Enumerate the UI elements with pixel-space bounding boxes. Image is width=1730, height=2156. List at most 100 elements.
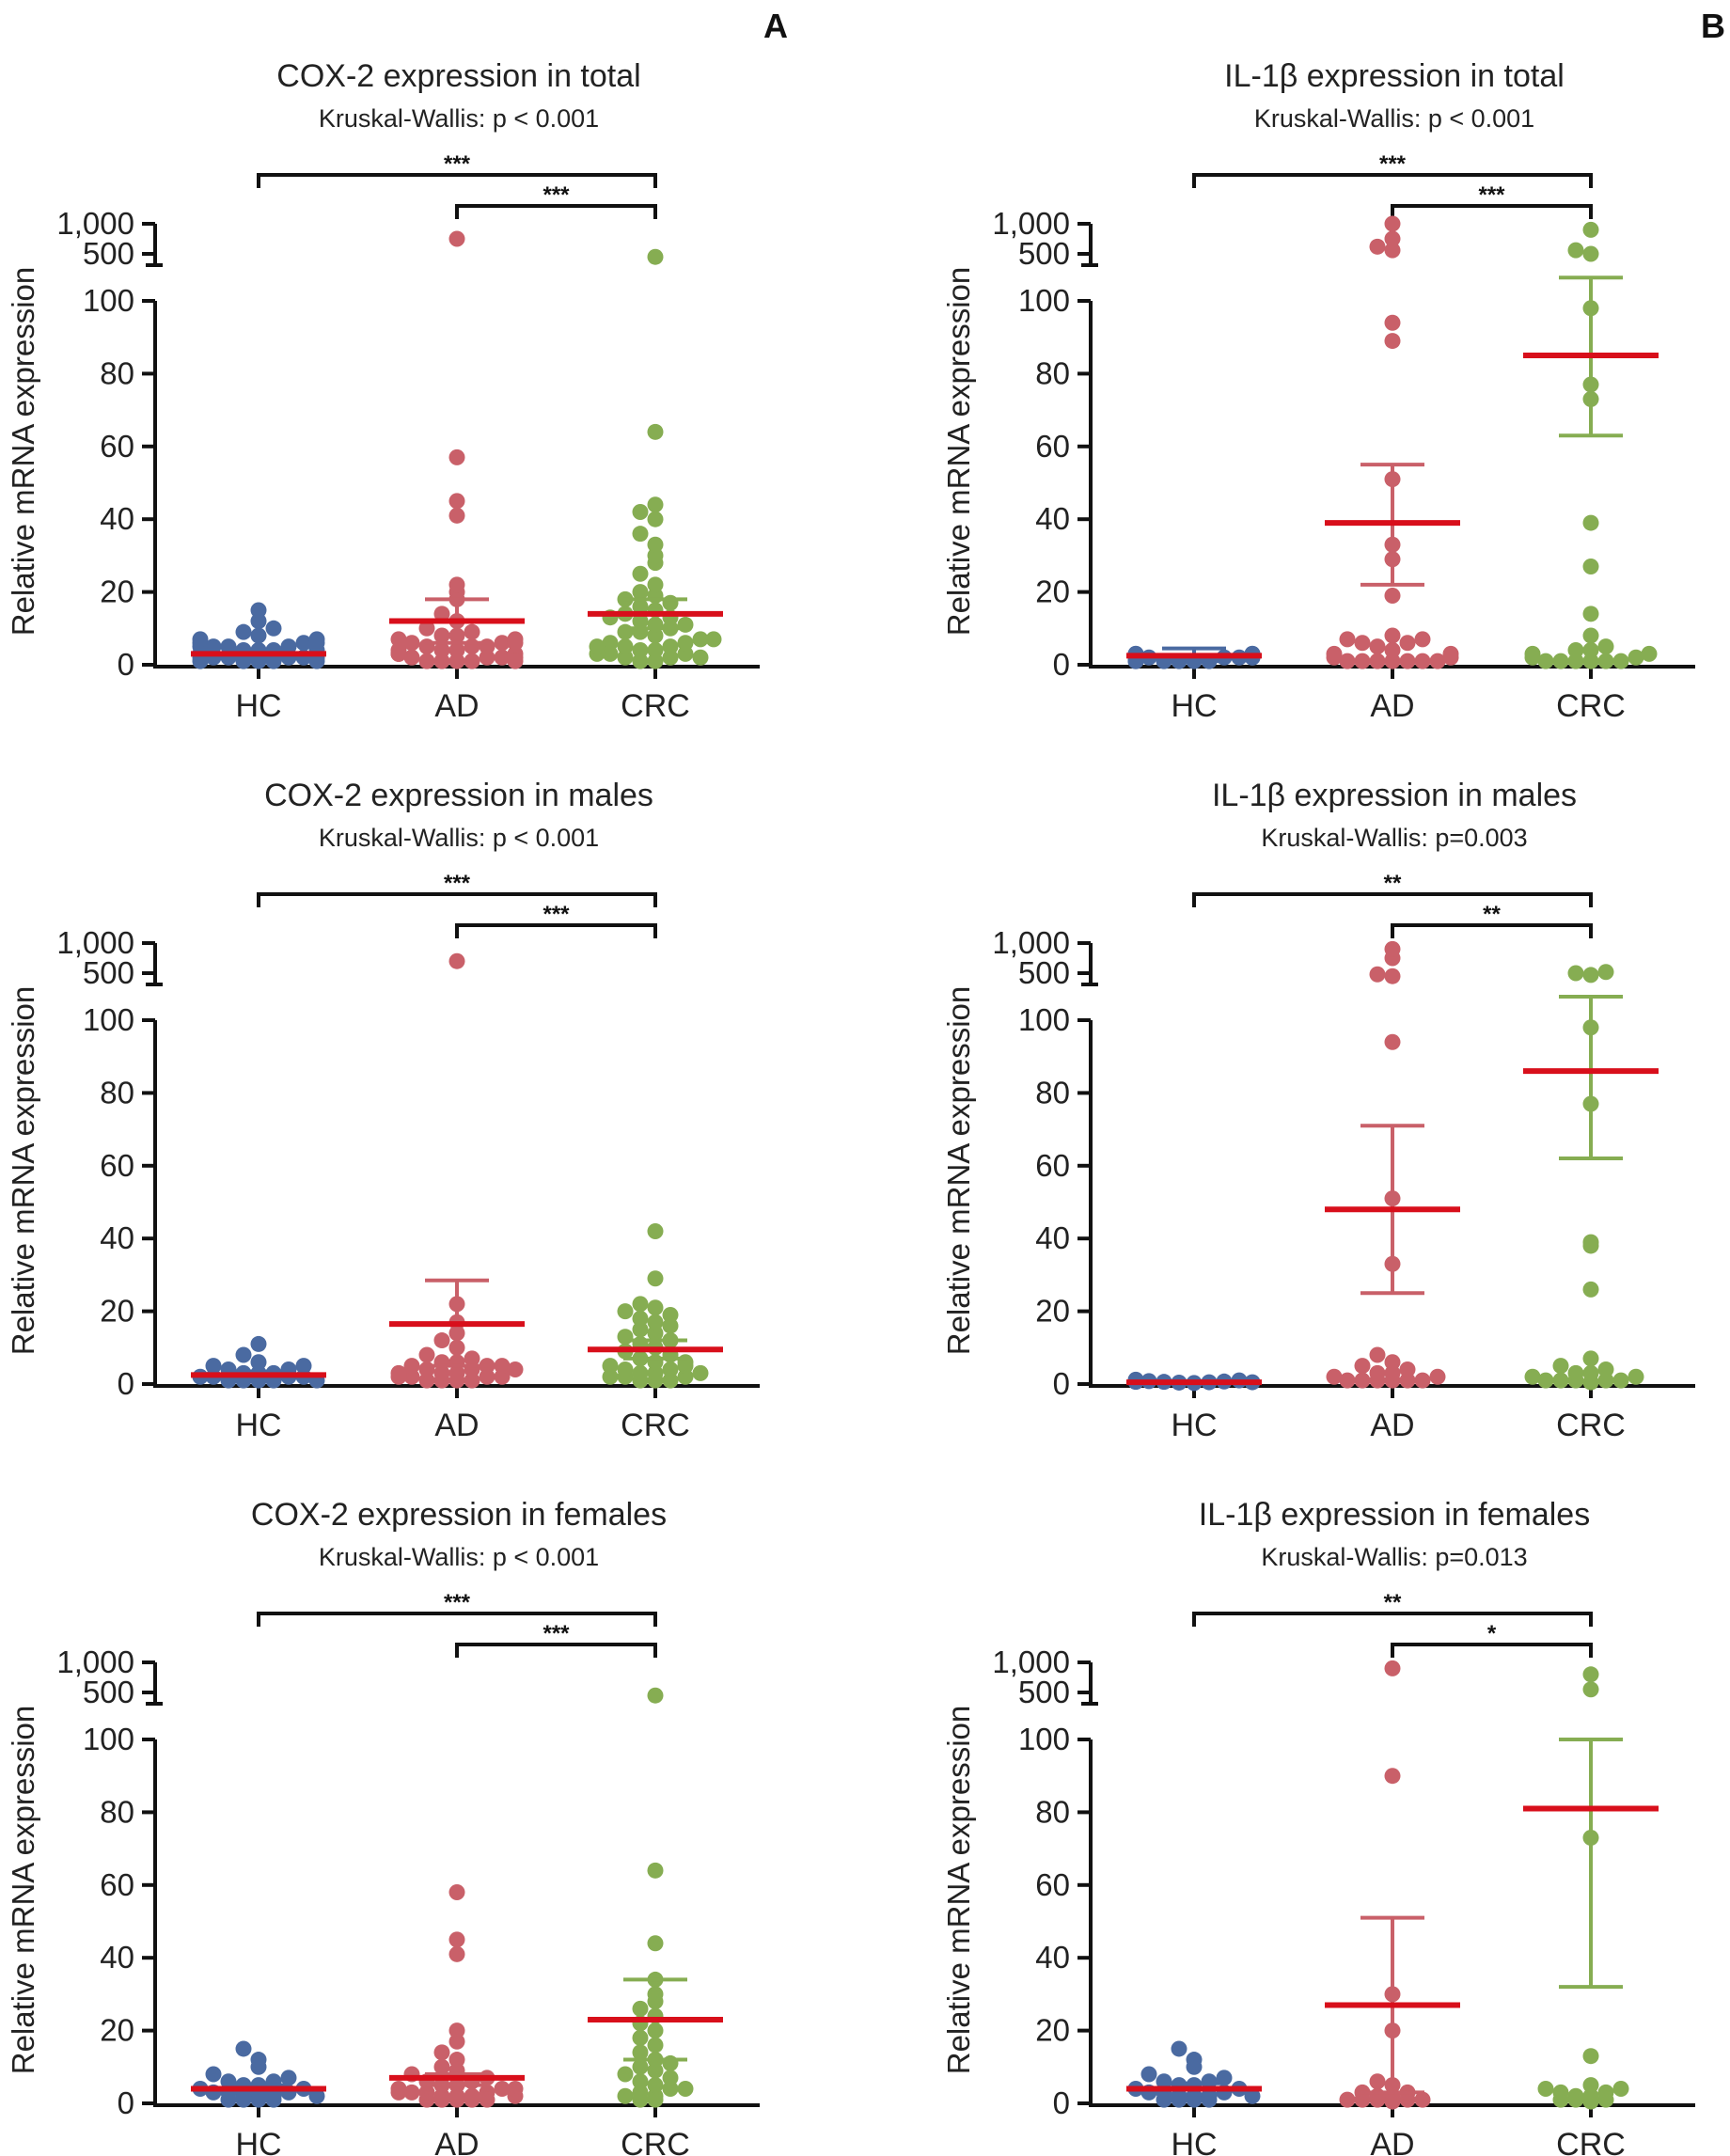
data-point-crc xyxy=(1582,245,1599,262)
y-tick-label: 20 xyxy=(100,1294,134,1329)
data-point-ad xyxy=(448,449,465,465)
data-point-ad xyxy=(448,1931,465,1948)
data-point-crc xyxy=(632,613,649,630)
data-point-crc xyxy=(1582,967,1599,984)
significance-bracket xyxy=(257,173,657,188)
data-point-crc xyxy=(647,1935,664,1952)
data-point-crc xyxy=(1582,642,1599,659)
data-point-crc xyxy=(647,1687,664,1704)
data-point-hc xyxy=(205,638,222,655)
data-point-ad xyxy=(507,1361,524,1378)
y-tick-label: 0 xyxy=(118,647,134,682)
y-tick-label: 60 xyxy=(1035,1148,1070,1183)
data-point-crc xyxy=(647,2077,664,2094)
y-tick-label: 0 xyxy=(1053,2085,1070,2120)
data-point-crc xyxy=(1612,1372,1629,1389)
data-point-ad xyxy=(1354,635,1371,652)
data-point-crc xyxy=(1582,1350,1599,1367)
data-point-ad xyxy=(1384,1768,1401,1785)
data-point-ad xyxy=(479,638,495,655)
y-axis-label: Relative mRNA expression xyxy=(6,1706,40,2075)
data-point-crc xyxy=(647,576,664,593)
significance-bracket xyxy=(1192,892,1593,907)
y-tick-label: 40 xyxy=(100,1220,134,1255)
data-point-hc xyxy=(295,1358,312,1375)
data-point-hc xyxy=(1244,2087,1261,2104)
data-point-crc xyxy=(632,2073,649,2090)
y-tick-label: 60 xyxy=(100,1867,134,1902)
significance-bracket xyxy=(1391,923,1593,938)
chart-title: COX-2 expression in total xyxy=(276,58,640,94)
data-point-ad xyxy=(1354,1372,1371,1389)
y-axis-label: Relative mRNA expression xyxy=(6,267,40,637)
y-tick-label: 500 xyxy=(1018,1675,1070,1709)
significance-label: ** xyxy=(1384,1590,1402,1615)
data-point-crc xyxy=(1582,221,1599,238)
y-tick-label: 100 xyxy=(1018,283,1070,318)
panel-label-b: B xyxy=(1701,7,1725,45)
y-tick-label: 100 xyxy=(1018,1722,1070,1756)
data-point-ad xyxy=(403,635,420,652)
chart-3: COX-2 expression in males Kruskal-Wallis:… xyxy=(6,778,760,1443)
data-point-ad xyxy=(418,638,435,655)
data-point-ad xyxy=(448,493,465,510)
data-point-crc xyxy=(1537,653,1554,669)
y-tick-label: 1,000 xyxy=(992,925,1070,960)
data-point-ad xyxy=(448,1945,465,1962)
data-point-crc xyxy=(1552,1358,1569,1375)
panel-label-a: A xyxy=(763,7,788,45)
data-point-crc xyxy=(1597,964,1614,981)
significance-bracket xyxy=(1192,173,1593,188)
data-point-ad xyxy=(507,635,524,652)
data-point-ad xyxy=(1384,1354,1401,1371)
y-tick-label: 40 xyxy=(100,501,134,536)
data-point-crc xyxy=(1641,645,1658,662)
data-point-ad xyxy=(507,2081,524,2098)
data-point-ad xyxy=(1384,940,1401,957)
y-axis-label: Relative mRNA expression xyxy=(941,267,976,637)
data-point-crc xyxy=(662,638,679,655)
data-point-ad xyxy=(390,1364,407,1381)
data-point-ad xyxy=(464,653,480,669)
y-tick-label: 500 xyxy=(83,955,134,990)
significance-bracket xyxy=(1192,1612,1593,1627)
data-point-crc xyxy=(632,1364,649,1381)
data-point-ad xyxy=(1326,1368,1343,1385)
data-point-crc xyxy=(662,1306,679,1323)
data-point-crc xyxy=(692,631,709,648)
y-tick-label: 500 xyxy=(83,1675,134,1709)
data-point-ad xyxy=(464,2087,480,2104)
data-point-crc xyxy=(1552,653,1569,669)
data-point-crc xyxy=(632,503,649,520)
data-point-crc xyxy=(647,1314,664,1330)
data-point-crc xyxy=(647,1270,664,1287)
y-tick-label: 40 xyxy=(1035,501,1070,536)
significance-label: *** xyxy=(543,182,570,208)
y-tick-label: 20 xyxy=(100,574,134,609)
data-point-ad xyxy=(1339,1372,1356,1389)
data-point-ad xyxy=(433,2044,450,2061)
data-point-crc xyxy=(1524,645,1541,662)
data-point-ad xyxy=(418,620,435,637)
y-tick-label: 1,000 xyxy=(56,1645,134,1679)
significance-label: *** xyxy=(444,1590,471,1615)
data-point-ad xyxy=(448,507,465,524)
data-point-ad xyxy=(1429,653,1446,669)
data-point-ad xyxy=(1384,230,1401,247)
data-point-ad xyxy=(1399,635,1416,652)
data-point-ad xyxy=(1369,653,1386,669)
y-axis-label: Relative mRNA expression xyxy=(6,986,40,1356)
data-point-crc xyxy=(1537,2081,1554,2098)
data-point-ad xyxy=(1369,2087,1386,2104)
data-point-ad xyxy=(403,2084,420,2101)
data-point-ad xyxy=(1384,587,1401,604)
chart-subtitle: Kruskal-Wallis: p < 0.001 xyxy=(319,1543,599,1571)
data-point-ad xyxy=(1384,1033,1401,1050)
data-point-ad xyxy=(1369,1364,1386,1381)
data-point-hc xyxy=(308,653,325,669)
data-point-crc xyxy=(1582,1281,1599,1298)
data-point-crc xyxy=(1582,1364,1599,1381)
y-tick-label: 100 xyxy=(1018,1002,1070,1037)
x-tick-label: HC xyxy=(1171,2127,1217,2156)
